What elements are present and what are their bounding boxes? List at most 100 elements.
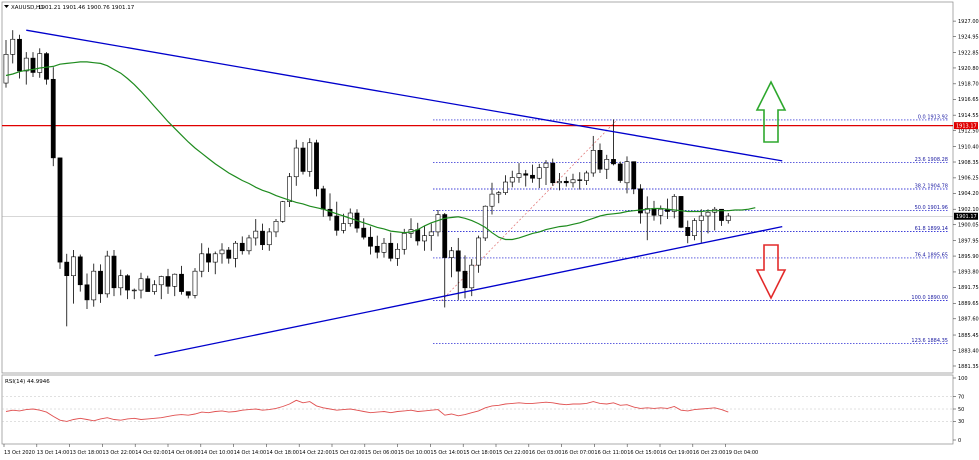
fib-level-label: 38.2 1904.78 (915, 183, 948, 189)
candle (374, 235, 380, 259)
candle (293, 139, 299, 186)
rsi-line (5, 399, 729, 422)
price-tick-label: 1881.35 (958, 364, 979, 370)
candle (77, 254, 83, 292)
rsi-tick-label: 30 (958, 419, 964, 425)
candle (50, 67, 56, 167)
price-tick-label: 1924.95 (958, 34, 979, 40)
time-tick-label: 15 Oct 22:00 (496, 450, 529, 456)
current-price-tag: 1901.17 (954, 212, 978, 220)
price-tick-label: 1922.85 (958, 50, 979, 56)
rsi-tick-label: 0 (958, 438, 961, 444)
price-tick-label: 1920.80 (958, 66, 979, 72)
candle (206, 247, 211, 272)
candle (199, 243, 205, 278)
candle (280, 200, 286, 223)
candle (246, 234, 252, 255)
candle (104, 250, 110, 298)
candle (597, 143, 603, 173)
fib-level-label: 100.0 1890.00 (911, 295, 948, 301)
candle (172, 273, 178, 297)
candle (273, 219, 279, 238)
fib-level-label: 76.4 1895.65 (915, 252, 948, 258)
price-tick-label: 1887.60 (958, 317, 979, 323)
candle (692, 218, 697, 241)
ma-line (5, 61, 756, 241)
price-tick-label: 1914.55 (958, 113, 979, 119)
candle (71, 250, 76, 304)
time-tick-label: 14 Oct 02:00 (135, 450, 168, 456)
fib-level-label: 0.0 1913.92 (918, 114, 948, 120)
candle (482, 205, 488, 241)
price-tick-label: 1889.65 (958, 301, 979, 307)
candle (678, 196, 684, 229)
rsi-indicator: 100 70 50 30 0 (2, 376, 968, 444)
current-price-text: 1901.17 (956, 214, 977, 220)
candle (536, 163, 542, 189)
candle (239, 236, 245, 255)
resistance-price-text: 1913.17 (956, 123, 977, 129)
candle (266, 228, 272, 251)
candle (152, 280, 157, 295)
candle (563, 176, 569, 187)
price-tick-label: 1895.90 (958, 254, 979, 260)
symbol-label: XAUUSD,H1 (11, 5, 44, 11)
candle (435, 209, 441, 237)
price-tick-label: 1897.95 (958, 238, 979, 244)
candle (185, 291, 191, 299)
rsi-tick-label: 100 (958, 376, 968, 382)
fib-level-label: 23.6 1908.28 (915, 157, 948, 163)
main-price-panel[interactable] (1, 1, 954, 374)
candle (422, 225, 427, 251)
candle (179, 265, 184, 295)
time-axis[interactable]: 13 Oct 2020 13 Oct 14:00 13 Oct 18:00 13 Oc… (3, 444, 759, 456)
candle (442, 213, 448, 308)
candle (698, 209, 704, 243)
candle (64, 253, 70, 327)
time-tick-label: 16 Oct 15:00 (627, 450, 660, 456)
candle (334, 201, 340, 236)
fib-level-label: 123.6 1884.35 (911, 338, 948, 344)
candle (449, 247, 454, 278)
lower-trendline (154, 225, 783, 357)
candle (644, 196, 650, 241)
candle (631, 161, 637, 195)
rsi-tick-label: 70 (958, 394, 964, 400)
time-tick-label: 14 Oct 06:00 (168, 450, 201, 456)
candle (516, 163, 522, 183)
candle (37, 48, 43, 78)
candle (131, 288, 137, 300)
candle (489, 182, 495, 215)
candle (84, 273, 90, 309)
price-tick-label: 1893.80 (958, 270, 979, 276)
candle (125, 274, 130, 300)
candle (550, 158, 556, 186)
time-tick-label: 14 Oct 22:00 (299, 450, 332, 456)
candle (287, 172, 292, 207)
candle (604, 154, 610, 180)
candle (253, 219, 259, 246)
triangle-down-icon[interactable] (4, 5, 9, 8)
candle (212, 251, 218, 275)
time-tick-label: 19 Oct 04:00 (726, 450, 759, 456)
price-tick-label: 1883.40 (958, 348, 979, 354)
candle (455, 237, 461, 300)
chart-title[interactable]: XAUUSD,H1 1901.21 1901.46 1900.76 1901.1… (4, 5, 135, 11)
time-tick-label: 14 Oct 18:00 (266, 450, 299, 456)
ohlc-readout: 1901.21 1901.46 1900.76 1901.17 (38, 5, 135, 11)
time-tick-label: 13 Oct 2020 (4, 450, 35, 456)
price-tick-label: 1927.00 (958, 19, 979, 25)
signal-arrows (755, 80, 787, 300)
time-tick-label: 15 Oct 02:00 (332, 450, 365, 456)
time-tick-label: 13 Oct 22:00 (102, 450, 135, 456)
candle (705, 209, 711, 234)
candle (388, 232, 394, 262)
price-tick-label: 1900.05 (958, 223, 979, 229)
price-axis[interactable]: 1927.00 1924.95 1922.85 1920.80 1918.70 1916.… (953, 19, 979, 370)
price-tick-label: 1904.20 (958, 191, 979, 197)
candle (341, 213, 346, 234)
time-tick-label: 15 Oct 14:00 (430, 450, 463, 456)
trendlines (26, 29, 783, 357)
rsi-panel[interactable] (1, 374, 954, 445)
